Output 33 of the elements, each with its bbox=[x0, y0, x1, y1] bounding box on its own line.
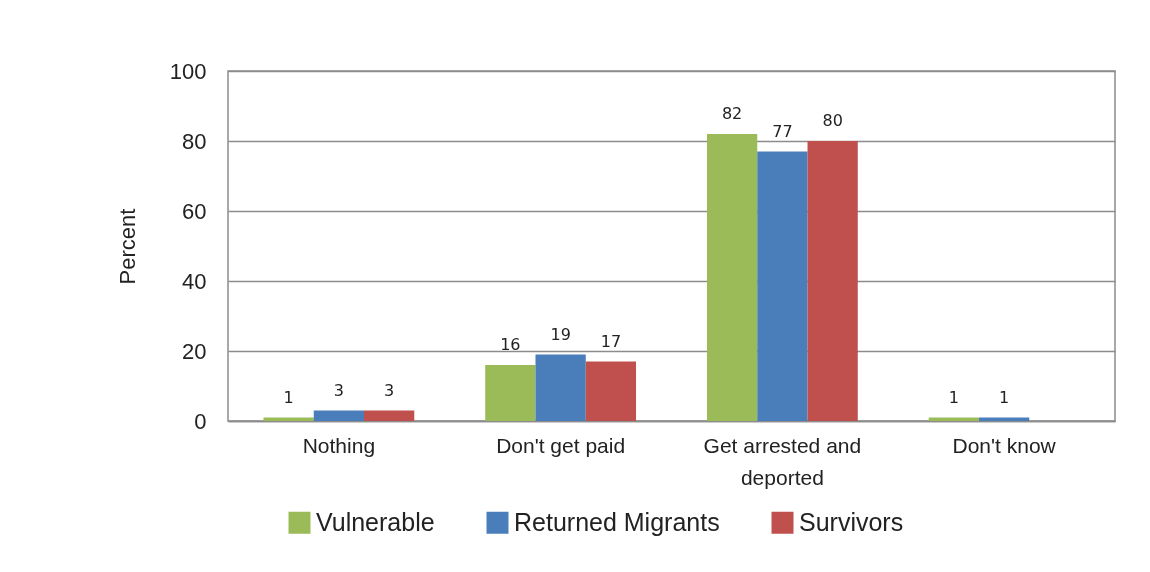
data-label: 19 bbox=[550, 324, 571, 344]
bar bbox=[807, 141, 858, 421]
data-label: 82 bbox=[721, 104, 743, 123]
x-tick-label: Don't know bbox=[952, 433, 1057, 457]
bar bbox=[313, 410, 365, 421]
x-tick-label: Get arrested and deported bbox=[703, 433, 862, 489]
bar bbox=[585, 361, 637, 421]
data-label: 1 bbox=[999, 387, 1010, 407]
legend-label: Vulnerable bbox=[316, 507, 435, 536]
legend-label: Survivors bbox=[799, 507, 904, 536]
y-tick-label: 60 bbox=[182, 198, 207, 224]
y-tick-label: 40 bbox=[182, 268, 207, 294]
y-tick-label: 0 bbox=[194, 408, 207, 434]
bar bbox=[364, 410, 415, 421]
data-label: 80 bbox=[822, 111, 843, 130]
x-tick-label: Don't get paid bbox=[496, 433, 626, 457]
data-label: 16 bbox=[500, 335, 521, 354]
data-label: 17 bbox=[600, 331, 622, 351]
legend-label: Returned Migrants bbox=[514, 507, 720, 536]
data-label: 3 bbox=[384, 380, 395, 400]
bar bbox=[757, 151, 808, 421]
bar bbox=[706, 134, 758, 421]
y-axis-title: Percent bbox=[114, 208, 140, 285]
data-label: 3 bbox=[333, 380, 344, 400]
x-tick-label: Nothing bbox=[302, 433, 376, 457]
data-label: 1 bbox=[948, 387, 959, 407]
data-label: 77 bbox=[772, 121, 793, 141]
y-tick-label: 100 bbox=[169, 58, 207, 84]
y-tick-label: 80 bbox=[182, 128, 207, 154]
data-label: 1 bbox=[283, 387, 294, 407]
bar bbox=[535, 354, 586, 421]
bar bbox=[485, 365, 536, 421]
y-tick-label: 20 bbox=[182, 338, 207, 364]
